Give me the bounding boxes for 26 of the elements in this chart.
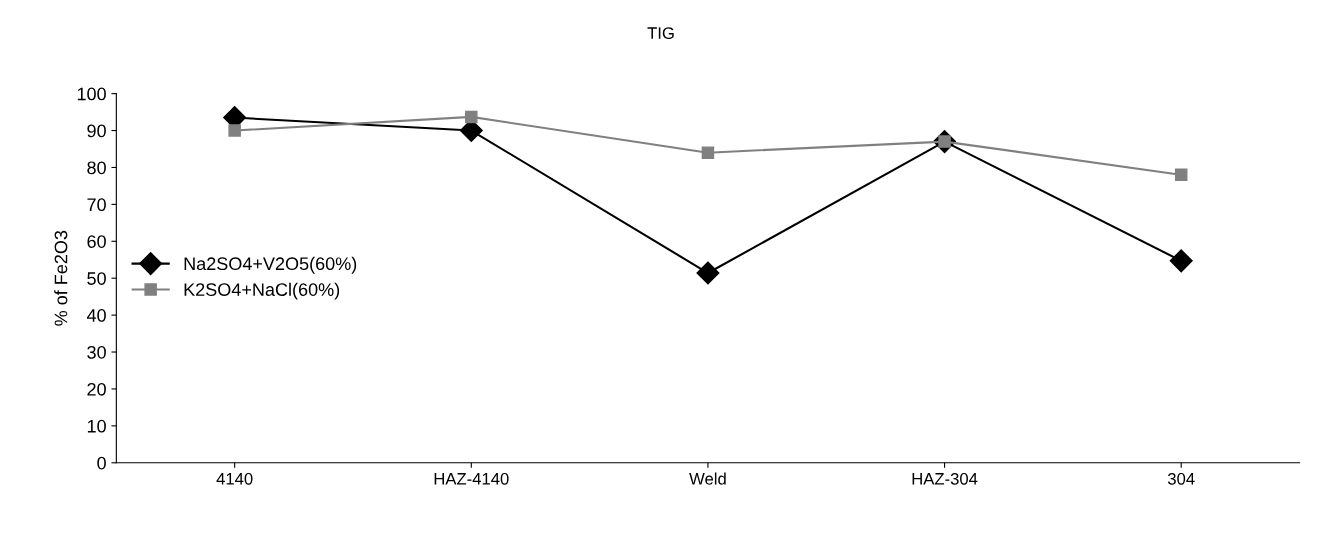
- point: [465, 110, 478, 124]
- point: [1174, 168, 1188, 182]
- x-tick-label: HAZ-304: [912, 472, 978, 485]
- y-tick-label: 60: [87, 235, 106, 249]
- y-tick-label: 100: [77, 87, 106, 101]
- x-tick-label: 4140: [216, 472, 253, 485]
- point: [696, 261, 720, 285]
- y-tick-label: 80: [87, 161, 106, 175]
- y-tick-label: 90: [87, 124, 106, 138]
- x-tick-label: 304: [1167, 472, 1195, 485]
- x-tick-label: Weld: [689, 472, 726, 485]
- y-tick-label: 0: [97, 456, 106, 470]
- y-tick-label: 10: [87, 419, 106, 433]
- y-tick-label: 50: [87, 272, 106, 285]
- chart-title: TIG: [647, 27, 674, 39]
- y-tick-label: 40: [86, 309, 106, 322]
- point: [228, 124, 241, 137]
- point: [701, 146, 715, 159]
- legend-label: K2SO4+NaCl(60%): [184, 282, 340, 300]
- y-tick-label: 20: [87, 382, 106, 396]
- point: [1169, 249, 1193, 273]
- legend-label: Na2SO4+V2O5(60%): [184, 256, 357, 274]
- x-tick-label: HAZ-4140: [434, 472, 509, 485]
- y-axis-title: % of Fe2O3: [54, 230, 68, 326]
- y-tick-label: 30: [87, 345, 106, 359]
- y-tick-label: 70: [87, 198, 106, 212]
